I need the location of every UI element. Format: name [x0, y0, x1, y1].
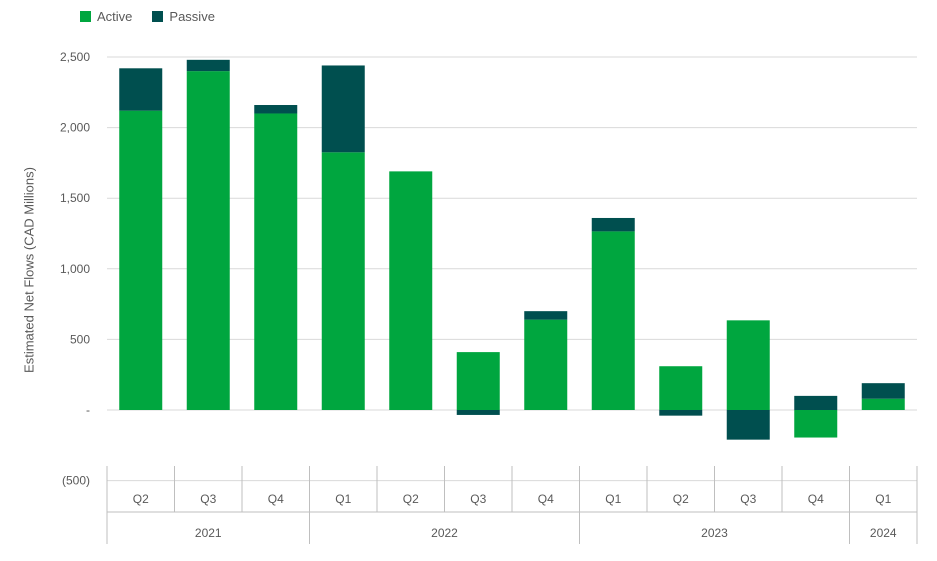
bar-active [726, 320, 770, 410]
x-group-label: 2024 [870, 526, 897, 540]
x-tick-label: Q1 [605, 492, 621, 506]
bar-passive [794, 395, 838, 410]
bar-active [794, 410, 838, 438]
bar-active [659, 366, 703, 410]
legend-label-passive: Passive [169, 9, 215, 24]
x-tick-label: Q2 [673, 492, 689, 506]
x-tick-label: Q4 [808, 492, 824, 506]
x-tick-label: Q2 [133, 492, 149, 506]
legend-item-passive: Passive [152, 9, 215, 24]
legend-swatch-passive [152, 11, 164, 22]
y-tick-label: - [86, 403, 90, 417]
bar-active [321, 152, 365, 410]
y-tick-label: 1,500 [60, 191, 90, 205]
x-tick-label: Q4 [268, 492, 284, 506]
y-tick-label: 500 [70, 332, 90, 346]
x-group-label: 2022 [431, 526, 458, 540]
bar-active [254, 113, 298, 410]
bar-passive [659, 410, 703, 416]
legend: Active Passive [80, 9, 215, 24]
bar-passive [186, 59, 230, 72]
bar-active [591, 231, 635, 410]
bar-active [861, 398, 905, 410]
x-tick-label: Q2 [403, 492, 419, 506]
bar-passive [456, 410, 500, 415]
y-tick-label: 2,000 [60, 121, 90, 135]
bar-passive [119, 68, 163, 111]
legend-label-active: Active [97, 9, 133, 24]
bar-passive [861, 383, 905, 399]
y-tick-label: 1,000 [60, 262, 90, 276]
bar-passive [591, 217, 635, 232]
bar-active [456, 352, 500, 410]
x-tick-label: Q1 [335, 492, 351, 506]
bar-passive [726, 410, 770, 440]
legend-swatch-active [80, 11, 91, 22]
bar-passive [254, 105, 298, 114]
x-group-label: 2023 [701, 526, 728, 540]
bar-passive [524, 311, 568, 320]
bar-active [119, 110, 163, 410]
x-tick-label: Q3 [740, 492, 756, 506]
x-tick-label: Q3 [470, 492, 486, 506]
bar-passive [321, 65, 365, 153]
x-tick-label: Q3 [200, 492, 216, 506]
x-tick-label: Q1 [875, 492, 891, 506]
x-tick-label: Q4 [538, 492, 554, 506]
y-tick-label: 2,500 [60, 50, 90, 64]
y-tick-label: (500) [62, 474, 90, 488]
bar-active [524, 319, 568, 410]
bar-active [186, 71, 230, 411]
legend-item-active: Active [80, 9, 132, 24]
x-group-label: 2021 [195, 526, 222, 540]
bar-active [389, 171, 433, 410]
